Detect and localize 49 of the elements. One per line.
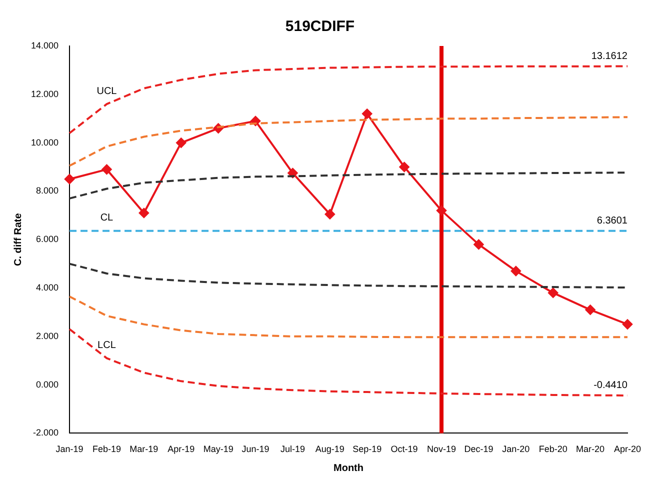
x-tick-label: Apr-19 — [168, 444, 195, 454]
x-tick-label: Jan-20 — [502, 444, 530, 454]
series-label: UCL — [96, 86, 118, 97]
point — [436, 206, 447, 216]
y-tick-label: -2.000 — [32, 428, 59, 438]
point — [176, 138, 186, 148]
x-tick-label: Sep-19 — [352, 444, 382, 454]
data-label: 13.1612 — [591, 51, 628, 62]
point — [474, 239, 484, 250]
point — [138, 208, 149, 218]
point — [102, 164, 112, 174]
point — [510, 266, 521, 276]
x-tick-label: Mar-20 — [576, 444, 605, 454]
x-tick-label: Jun-19 — [242, 444, 270, 454]
point — [548, 288, 558, 298]
line-series — [68, 65, 628, 134]
point — [585, 304, 596, 315]
y-tick-label: 10.000 — [30, 137, 59, 148]
x-tick-label: Mar-19 — [130, 444, 158, 454]
line-series — [68, 295, 628, 338]
x-tick-label: Feb-20 — [538, 444, 568, 454]
series-label: CL — [100, 212, 114, 224]
y-tick-label: 2.000 — [36, 330, 59, 341]
point — [622, 319, 632, 330]
x-tick-label: Nov-19 — [426, 444, 456, 454]
x-tick-label: Jan-19 — [56, 444, 84, 454]
x-tick-label: Apr-20 — [614, 444, 641, 454]
x-tick-label: Feb-19 — [92, 444, 121, 454]
x-tick-label: Oct-19 — [390, 444, 418, 454]
y-tick-label: 0.000 — [36, 379, 59, 390]
x-tick-label: Jul-19 — [280, 444, 305, 454]
x-tick-label: May-19 — [203, 444, 234, 454]
chart-title: 519CDIFF — [285, 18, 355, 36]
point — [399, 162, 410, 172]
y-tick-label: 14.000 — [30, 40, 59, 50]
data-label: -0.4410 — [594, 380, 628, 392]
point — [64, 174, 75, 184]
y-tick-label: 12.000 — [30, 88, 59, 99]
series-label: LCL — [98, 340, 116, 351]
x-tick-label: Aug-19 — [315, 444, 344, 454]
y-tick-label: 8.000 — [36, 186, 59, 196]
x-tick-label: Dec-19 — [464, 444, 494, 454]
y-tick-label: 4.000 — [36, 282, 59, 292]
y-tick-label: 6.000 — [36, 234, 59, 244]
point — [362, 108, 372, 119]
x-axis-title: Month — [334, 462, 364, 474]
data-label: 6.3601 — [596, 216, 628, 227]
y-axis-title: C. diff Rate — [12, 212, 24, 266]
point — [324, 209, 335, 220]
